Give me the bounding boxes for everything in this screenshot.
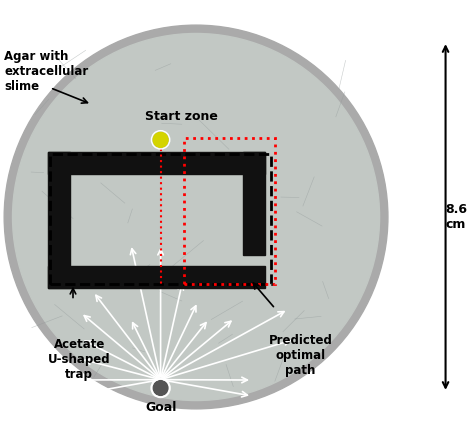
Circle shape (4, 25, 388, 409)
Text: Predicted
optimal
path: Predicted optimal path (268, 334, 332, 377)
Bar (183, 138, 275, 284)
Bar (50, 155, 271, 284)
Bar (48, 152, 265, 174)
Bar (243, 152, 265, 254)
Text: Start zone: Start zone (145, 110, 218, 123)
Text: Acetate
U-shaped
trap: Acetate U-shaped trap (48, 338, 110, 381)
Text: Goal: Goal (145, 401, 176, 414)
Bar (48, 152, 70, 288)
Text: Agar with
extracellular
slime: Agar with extracellular slime (4, 50, 89, 93)
Bar (48, 266, 265, 288)
Text: 8.6
cm: 8.6 cm (446, 203, 467, 231)
Circle shape (153, 132, 168, 147)
Circle shape (153, 381, 168, 395)
Circle shape (12, 33, 380, 401)
